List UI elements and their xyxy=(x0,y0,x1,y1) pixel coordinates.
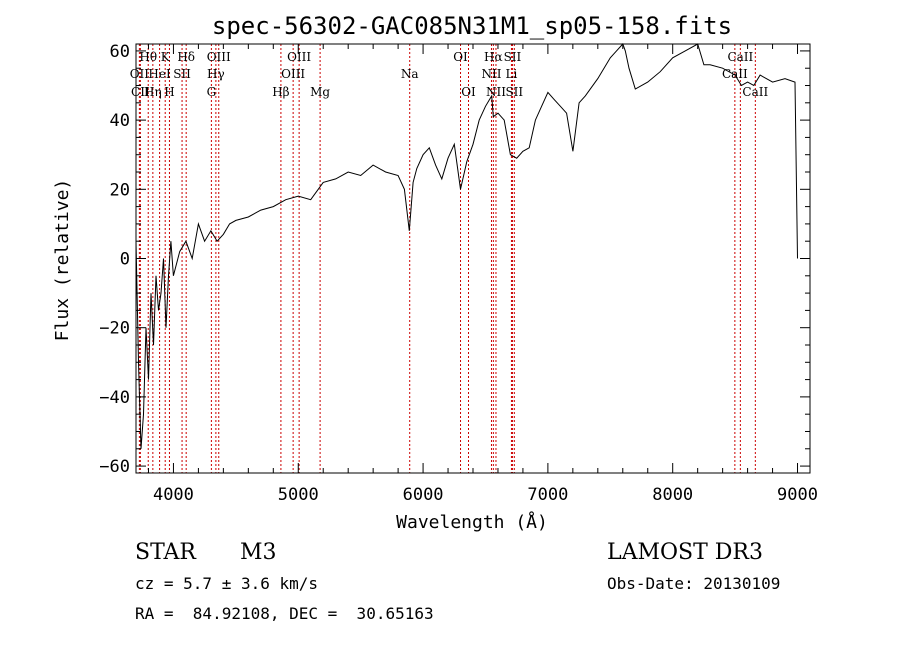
spectral-line-label: Na xyxy=(401,67,419,81)
spectral-line-label: OII xyxy=(130,67,150,81)
spectral-line-label: SII xyxy=(505,85,523,99)
coordinates: RA = 84.92108, DEC = 30.65163 xyxy=(135,604,434,623)
x-tick-label: 5000 xyxy=(278,485,319,505)
survey-name: LAMOST DR3 xyxy=(607,540,763,565)
axis-tick-labels: 4000 5000 6000 7000 8000 9000 −60 −40 −20 0 20 40 60 xyxy=(99,42,818,505)
y-tick-label: −60 xyxy=(99,457,130,477)
spectral-line-label: CaII xyxy=(727,50,753,64)
x-tick-label: 8000 xyxy=(652,485,693,505)
observation-date: Obs-Date: 20130109 xyxy=(607,574,781,593)
spectral-line-label: Hγ xyxy=(207,67,225,81)
spectral-line-label: OIII xyxy=(207,50,231,64)
x-tick-label: 9000 xyxy=(777,485,818,505)
chart-title: spec-56302-GAC085N31M1_sp05-158.fits xyxy=(212,12,732,40)
spectral-line-label: CaII xyxy=(742,85,768,99)
spectral-line-label: Mg xyxy=(310,85,330,99)
flux-series-line xyxy=(135,43,798,449)
object-type: STAR xyxy=(135,540,196,565)
y-axis-label: Flux (relative) xyxy=(52,179,73,342)
plot-frame xyxy=(135,43,811,474)
spectral-line-label: NII xyxy=(486,85,506,99)
spectral-line-markers xyxy=(138,44,756,473)
y-tick-label: 20 xyxy=(110,180,130,200)
spectral-line-label: SII xyxy=(504,50,522,64)
spectral-line-label: CaII xyxy=(722,67,748,81)
spectral-line-label: Hδ xyxy=(177,50,195,64)
x-axis-label: Wavelength (Å) xyxy=(396,511,548,533)
spectral-line-label: H xyxy=(164,85,174,99)
y-tick-label: 0 xyxy=(120,250,130,270)
spectral-line-label: HeI xyxy=(148,67,171,81)
spectral-line-label: Hη xyxy=(144,85,162,99)
y-tick-label: −20 xyxy=(99,319,130,339)
spectral-line-label: G xyxy=(207,85,217,99)
spectral-line-label: NII xyxy=(481,67,501,81)
spectral-line-label: Li xyxy=(506,67,518,81)
spectral-line-label: SII xyxy=(173,67,191,81)
spectral-line-label: OIII xyxy=(287,50,311,64)
spectral-line-label: K xyxy=(161,50,171,64)
x-tick-label: 4000 xyxy=(153,485,194,505)
y-tick-label: 60 xyxy=(110,42,130,62)
y-tick-label: −40 xyxy=(99,388,130,408)
axis-ticks xyxy=(136,44,810,473)
spectral-line-label: OIII xyxy=(281,67,305,81)
x-tick-label: 7000 xyxy=(527,485,568,505)
y-tick-label: 40 xyxy=(110,111,130,131)
object-subclass: M3 xyxy=(240,540,277,565)
spectral-line-label: OI xyxy=(453,50,468,64)
spectral-line-label: Hα xyxy=(484,50,503,64)
spectral-line-label: Hθ xyxy=(139,50,157,64)
spectral-line-label: Hβ xyxy=(272,85,289,99)
x-tick-label: 6000 xyxy=(403,485,444,505)
spectral-line-label: OI xyxy=(461,85,476,99)
redshift-velocity: cz = 5.7 ± 3.6 km/s xyxy=(135,574,319,593)
